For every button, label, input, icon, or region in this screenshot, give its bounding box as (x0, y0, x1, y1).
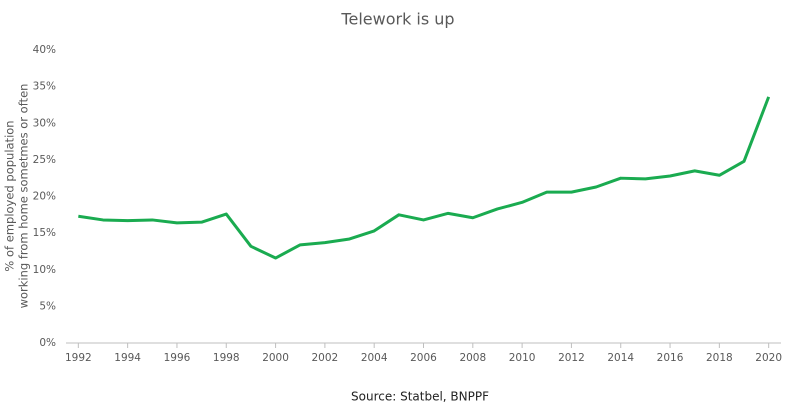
line-series (78, 96, 771, 260)
x-tick-label: 2002 (312, 352, 339, 364)
y-tick-label: 10% (33, 264, 56, 276)
x-tick-label: 2014 (607, 352, 634, 364)
chart-title: Telework is up (340, 10, 454, 29)
y-tick-label: 30% (33, 117, 56, 129)
y-tick-label: 15% (33, 227, 56, 239)
y-axis-label: % of employed population (3, 120, 17, 271)
x-tick-label: 2020 (755, 352, 782, 364)
y-tick-label: 5% (39, 300, 56, 312)
x-tick-label: 1996 (164, 352, 191, 364)
x-tick-label: 1992 (65, 352, 92, 364)
x-tick-label: 2016 (657, 352, 684, 364)
x-tick-label: 1998 (213, 352, 240, 364)
y-tick-label: 20% (33, 191, 56, 203)
x-tick-label: 2000 (262, 352, 289, 364)
y-tick-label: 40% (33, 44, 56, 56)
x-tick-label: 2008 (459, 352, 486, 364)
y-axis-label: working from home sometmes or often (17, 84, 31, 309)
x-tick-label: 2012 (558, 352, 585, 364)
x-tick-label: 2018 (706, 352, 733, 364)
x-tick-label: 2004 (361, 352, 388, 364)
y-tick-label: 35% (33, 81, 56, 93)
source-note: Source: Statbel, BNPPF (351, 390, 489, 404)
x-tick-label: 2006 (410, 352, 437, 364)
y-tick-label: 25% (33, 154, 56, 166)
x-tick-label: 1994 (114, 352, 141, 364)
y-tick-label: 0% (39, 337, 56, 349)
x-tick-label: 2010 (509, 352, 536, 364)
